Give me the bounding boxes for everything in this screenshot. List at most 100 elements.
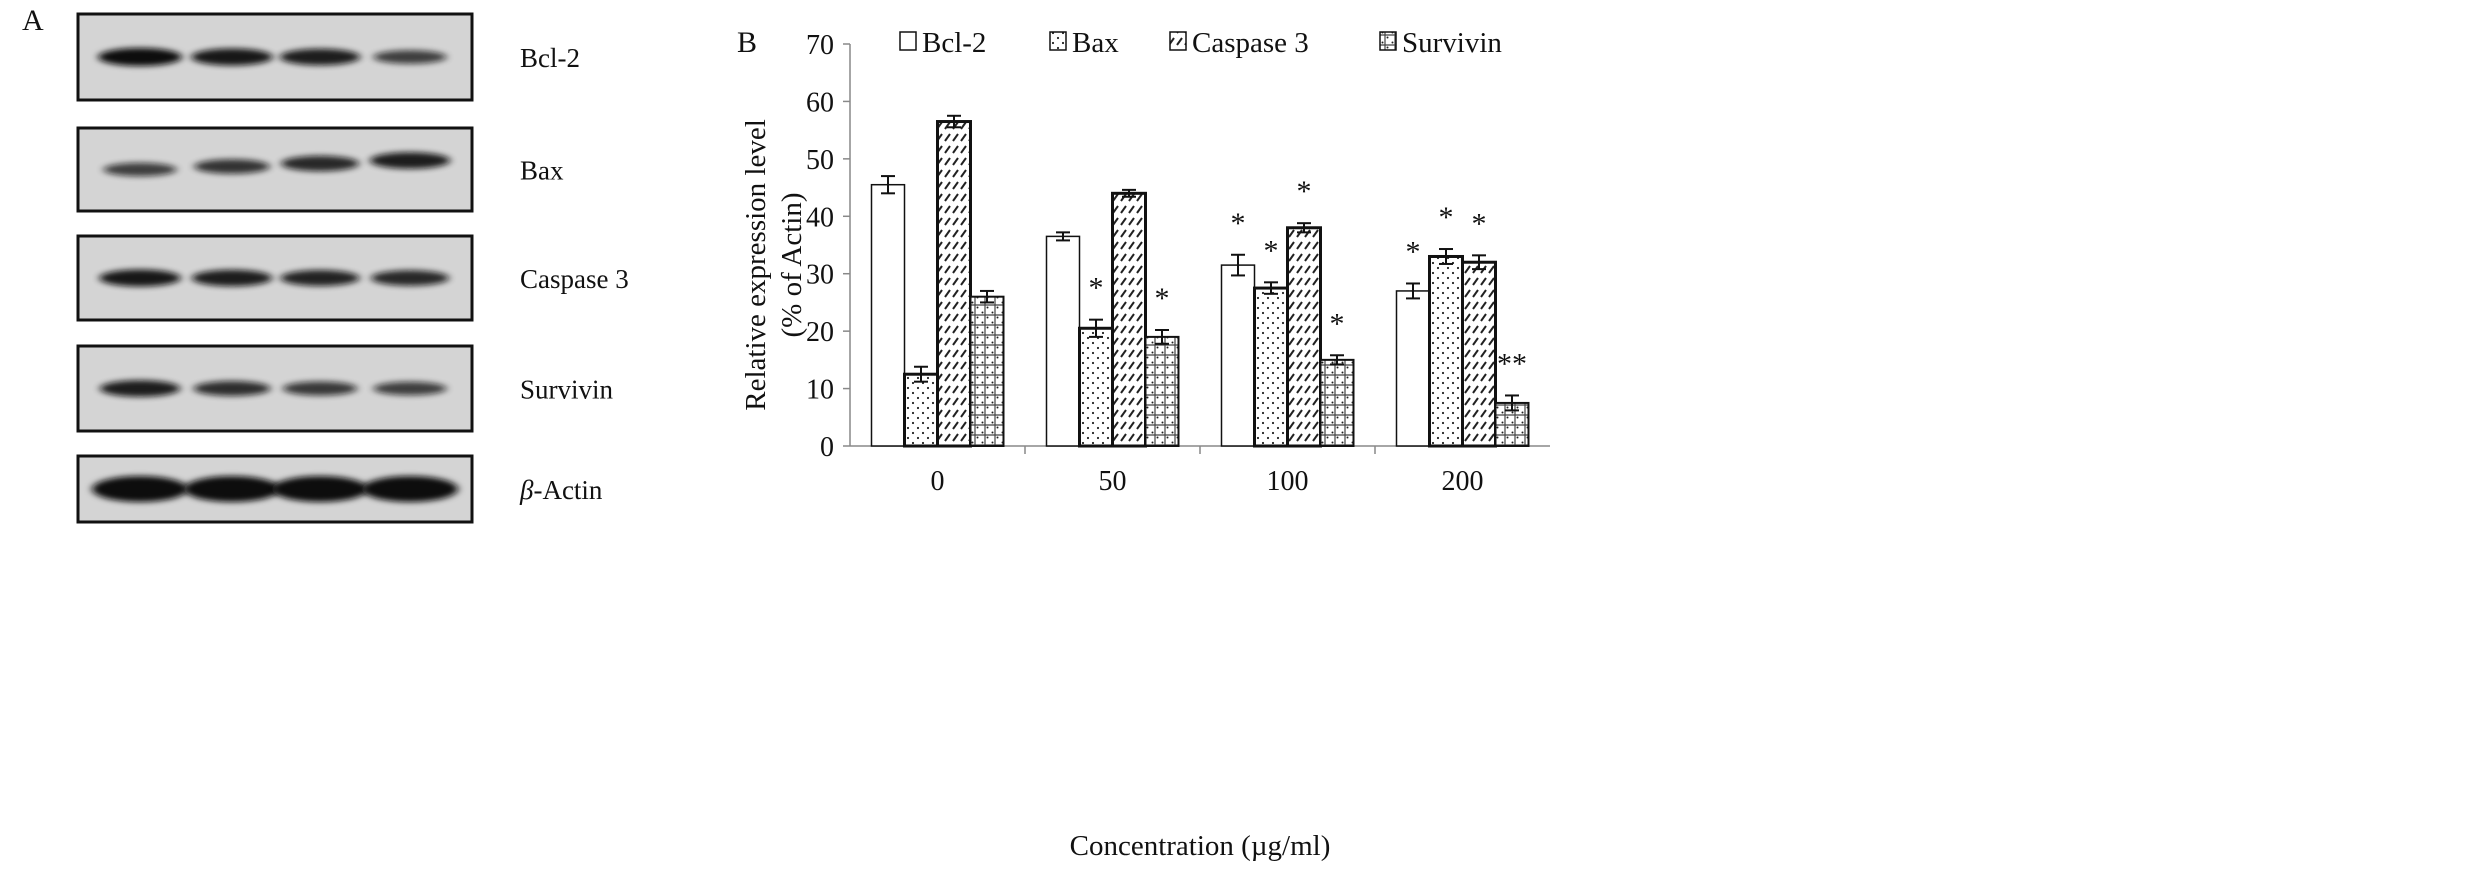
error-bar xyxy=(1472,254,1486,271)
significance-marker: * xyxy=(1264,234,1279,267)
blot-band xyxy=(194,159,270,174)
blot-label-text: Bcl-2 xyxy=(520,43,580,73)
bar-hatch xyxy=(1111,191,1147,448)
legend-item: Bcl-2 xyxy=(899,27,986,59)
blot-label-text: Bax xyxy=(520,156,564,186)
bar-hatch xyxy=(1286,226,1322,448)
western-blot-panel: Bcl-2 Bax Caspase 3 Survivin β-Actin xyxy=(76,12,629,524)
error-bar xyxy=(1439,248,1453,265)
legend-item: Caspase 3 xyxy=(1169,27,1309,59)
bar-crosshatch xyxy=(1319,358,1355,448)
panel-b-label: B xyxy=(737,26,757,59)
error-bar xyxy=(1056,231,1070,242)
panel-a-label: A xyxy=(22,4,44,37)
error-bar xyxy=(1089,318,1103,338)
significance-marker: * xyxy=(1155,282,1170,315)
blot-3: Survivin xyxy=(76,344,614,433)
bar-dots xyxy=(1253,286,1289,448)
blot-band xyxy=(103,162,177,177)
blot-band xyxy=(280,270,360,286)
error-bar xyxy=(1122,188,1136,198)
bar-open xyxy=(1220,264,1256,447)
y-axis-title-line2: (% of Actin) xyxy=(776,193,808,338)
bar-open xyxy=(1045,235,1081,447)
legend-label: Caspase 3 xyxy=(1192,27,1309,59)
blot-label-text: Caspase 3 xyxy=(520,264,629,294)
blot-band xyxy=(371,270,449,286)
error-bar xyxy=(1330,354,1344,366)
y-tick-label: 50 xyxy=(806,145,834,176)
blot-0: Bcl-2 xyxy=(76,12,580,102)
legend-item: Bax xyxy=(1049,27,1119,59)
error-bar xyxy=(1155,328,1169,345)
blot-band xyxy=(193,381,271,396)
y-tick-label: 60 xyxy=(806,87,834,118)
y-tick-label: 10 xyxy=(806,375,834,406)
blot-band xyxy=(98,48,182,66)
bar-crosshatch xyxy=(1144,335,1180,447)
blot-4: β-Actin xyxy=(76,454,603,524)
error-bar xyxy=(914,365,928,383)
blot-band xyxy=(369,152,451,169)
blot-band xyxy=(279,48,361,66)
y-tick-label: 30 xyxy=(806,260,834,291)
y-tick-label: 0 xyxy=(820,432,834,463)
blot-2: Caspase 3 xyxy=(76,234,629,322)
error-bar xyxy=(947,114,961,129)
legend-label: Survivin xyxy=(1402,27,1502,59)
x-tick-label: 200 xyxy=(1442,466,1484,497)
error-bar xyxy=(1505,394,1519,412)
blot-band xyxy=(92,476,188,502)
bar-open xyxy=(870,183,906,447)
significance-marker: ** xyxy=(1497,347,1527,380)
x-axis-title: Concentration (µg/ml) xyxy=(1070,830,1331,862)
error-bar xyxy=(1297,222,1311,234)
blot-band xyxy=(362,476,458,502)
legend-item: Survivin xyxy=(1379,27,1502,59)
legend-swatch xyxy=(1379,31,1397,51)
y-tick-label: 40 xyxy=(806,202,834,233)
legend-swatch xyxy=(1049,31,1067,51)
significance-marker: * xyxy=(1330,307,1345,340)
y-axis-title: Relative expression level (% of Actin) xyxy=(740,119,808,411)
blot-label: β-Actin xyxy=(519,475,603,505)
bar-hatch xyxy=(936,120,972,448)
significance-marker: * xyxy=(1231,207,1246,240)
error-bar xyxy=(881,175,895,195)
blot-1: Bax xyxy=(76,126,564,213)
significance-marker: * xyxy=(1406,235,1421,268)
x-tick-label: 0 xyxy=(931,466,945,497)
blot-band xyxy=(282,381,358,396)
blot-label: Survivin xyxy=(520,375,614,405)
blot-label-text: Survivin xyxy=(520,375,614,405)
blot-band xyxy=(281,155,359,172)
significance-marker: * xyxy=(1297,175,1312,208)
error-bar xyxy=(1264,281,1278,295)
blot-band xyxy=(373,381,447,396)
bar-hatch xyxy=(1461,260,1497,448)
x-tick-label: 100 xyxy=(1267,466,1309,497)
blot-band xyxy=(272,476,368,502)
significance-marker: * xyxy=(1472,207,1487,240)
blot-label: Bax xyxy=(520,156,564,186)
y-tick-label: 20 xyxy=(806,317,834,348)
bar-dots xyxy=(1428,254,1464,448)
blot-band xyxy=(184,476,280,502)
blot-band xyxy=(373,50,447,64)
bar-dots xyxy=(1078,326,1114,448)
blot-band xyxy=(191,269,273,287)
blot-label-text: -Actin xyxy=(533,475,602,505)
significance-marker: * xyxy=(1089,272,1104,305)
error-bar xyxy=(1406,282,1420,300)
blot-label-prefix: β xyxy=(519,475,534,505)
bar-dots xyxy=(903,372,939,448)
bar-crosshatch xyxy=(969,295,1005,447)
blot-band xyxy=(191,48,273,66)
error-bar xyxy=(1231,253,1245,277)
significance-marker: * xyxy=(1439,201,1454,234)
error-bar xyxy=(980,289,994,304)
blot-band xyxy=(99,269,181,287)
bar-open xyxy=(1395,290,1431,447)
